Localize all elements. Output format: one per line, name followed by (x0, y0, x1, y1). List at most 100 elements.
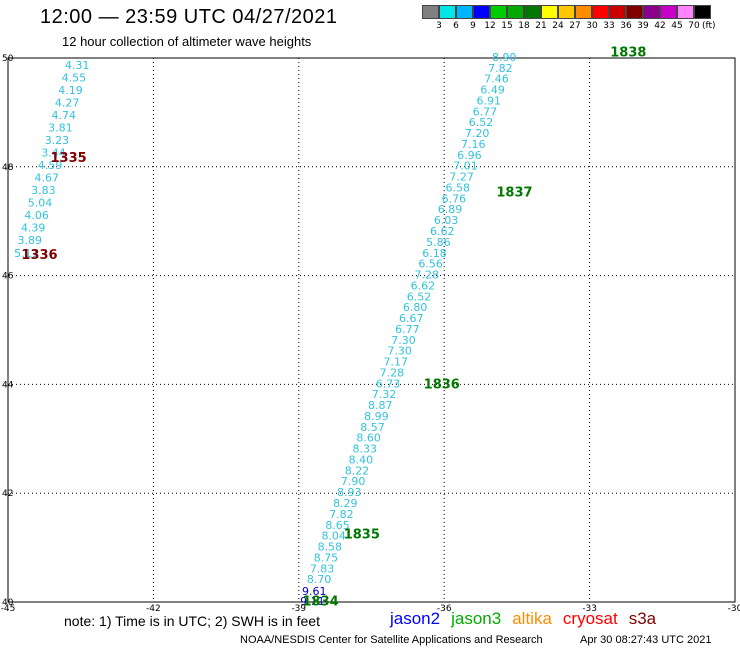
swh-value-label: 7.32 (372, 388, 397, 401)
swh-value-label: 7.30 (387, 345, 412, 358)
mission-legend: jason2 jason3 altika cryosat s3a (390, 609, 667, 629)
pass-time-label: 1835 (344, 527, 380, 542)
swh-value-label: 8.70 (307, 573, 332, 586)
mission-jason2: jason2 (390, 609, 441, 628)
swh-value-label: 7.16 (461, 138, 486, 151)
color-scale-tick: 27 (569, 21, 581, 31)
color-swatch (524, 5, 541, 19)
x-tick-label: -42 (146, 604, 161, 614)
swh-value-label: 8.57 (360, 421, 385, 434)
swh-value-label: 8.04 (321, 530, 346, 543)
color-swatch (558, 5, 575, 19)
y-tick-label: 50 (2, 54, 14, 64)
color-scale-tick: 18 (518, 21, 530, 31)
swh-value-label: 6.76 (442, 192, 467, 205)
swh-value-label: 8.65 (325, 519, 350, 532)
pass-time-label: 1834 (303, 594, 339, 609)
swh-value-label: 4.39 (21, 222, 46, 235)
swh-value-label: 6.52 (407, 290, 432, 303)
swh-value-label: 7.01 (453, 160, 478, 173)
color-swatch (575, 5, 592, 19)
swh-value-label: 4.27 (55, 97, 80, 110)
color-scale-legend (422, 5, 728, 21)
swh-value-label: 5.04 (28, 197, 53, 210)
color-scale-tick: 9 (470, 21, 476, 31)
swh-value-label: 6.56 (418, 258, 443, 271)
swh-value-label: 8.60 (356, 432, 381, 445)
x-tick-label: -33 (582, 604, 597, 614)
color-scale-unit: (ft) (702, 21, 716, 31)
swh-value-label: 7.20 (465, 127, 490, 140)
swh-value-label: 7.46 (484, 73, 509, 86)
color-scale-tick: 6 (453, 21, 459, 31)
color-scale-labels: 3 6 9 12 15 18 21 24 27 30 33 36 39 42 45 70 (422, 21, 740, 35)
swh-value-label: 8.87 (368, 399, 393, 412)
pass-time-label: 1335 (50, 151, 86, 166)
color-scale-tick: 36 (620, 21, 632, 31)
x-tick-label: -45 (1, 604, 16, 614)
swh-value-label: 6.91 (477, 94, 502, 107)
color-swatch (592, 5, 609, 19)
pass-time-label: 1836 (424, 377, 460, 392)
swh-value-label: 7.82 (329, 508, 354, 521)
swh-value-label: 4.55 (62, 72, 87, 85)
swh-value-label: 6.03 (434, 214, 459, 227)
color-scale-tick: 39 (637, 21, 649, 31)
swh-value-label: 6.49 (480, 84, 505, 97)
swh-value-label: 8.99 (364, 410, 389, 423)
x-tick-label: -39 (291, 604, 306, 614)
mission-cryosat: cryosat (562, 609, 618, 628)
pass-time-labels: 1834 1835 1836 1837 1838 1335 1336 (21, 45, 646, 609)
swh-value-label: 4.19 (58, 84, 83, 97)
swh-value-label: 8.33 (352, 443, 377, 456)
swh-value-label: 8.90 (492, 51, 517, 64)
swh-value-label: 3.89 (18, 234, 43, 247)
swh-value-label: 4.31 (65, 59, 90, 72)
chart-subtitle: 12 hour collection of altimeter wave hei… (62, 34, 312, 49)
color-scale-tick: 30 (586, 21, 598, 31)
swh-value-label: 3.83 (31, 184, 56, 197)
color-scale-tick: 21 (535, 21, 547, 31)
y-tick-label: 44 (2, 380, 14, 390)
swh-value-label: 8.22 (345, 464, 370, 477)
color-swatch (439, 5, 456, 19)
swh-value-label: 6.80 (403, 301, 428, 314)
color-swatch (609, 5, 626, 19)
color-swatch (694, 5, 711, 19)
credit-line: NOAA/NESDIS Center for Satellite Applica… (240, 634, 543, 646)
color-scale-tick: 24 (552, 21, 564, 31)
swh-value-label: 6.96 (457, 149, 482, 162)
color-swatch (643, 5, 660, 19)
swh-value-label: 7.28 (415, 269, 440, 282)
color-swatch (422, 5, 439, 19)
color-scale-tick: 12 (484, 21, 496, 31)
y-tick-label: 46 (2, 272, 14, 282)
color-scale-tick: 42 (654, 21, 666, 31)
swh-value-label: 4.74 (51, 109, 76, 122)
y-tick-label: 42 (2, 489, 13, 499)
swh-value-label: 4.59 (38, 159, 63, 172)
swh-value-label: 8.93 (337, 486, 362, 499)
swh-value-label: 6.52 (469, 116, 494, 129)
swh-value-label: 7.82 (488, 62, 513, 75)
swh-value-label: 6.62 (411, 279, 436, 292)
swh-value-label: 6.73 (376, 377, 401, 390)
pass-time-label: 1837 (496, 185, 532, 200)
swh-value-label: 6.58 (446, 181, 471, 194)
color-scale-tick: 70 (688, 21, 700, 31)
pass-time-label: 1336 (21, 248, 57, 263)
color-swatch (677, 5, 694, 19)
swh-value-label: 4.67 (35, 172, 60, 185)
swh-value-label: 8.75 (314, 551, 339, 564)
color-swatch (541, 5, 558, 19)
chart-title: 12:00 — 23:59 UTC 04/27/2021 (40, 6, 338, 28)
swh-value-label: 6.18 (422, 247, 447, 260)
swh-value-label: 7.27 (449, 171, 474, 184)
color-swatch (660, 5, 677, 19)
pass-time-label: 1838 (610, 45, 646, 60)
x-tick-label: -36 (437, 604, 452, 614)
x-tick-label: -30 (728, 604, 740, 614)
color-swatch (490, 5, 507, 19)
swh-value-label: 7.90 (341, 475, 366, 488)
y-tick-label: 40 (2, 598, 14, 608)
